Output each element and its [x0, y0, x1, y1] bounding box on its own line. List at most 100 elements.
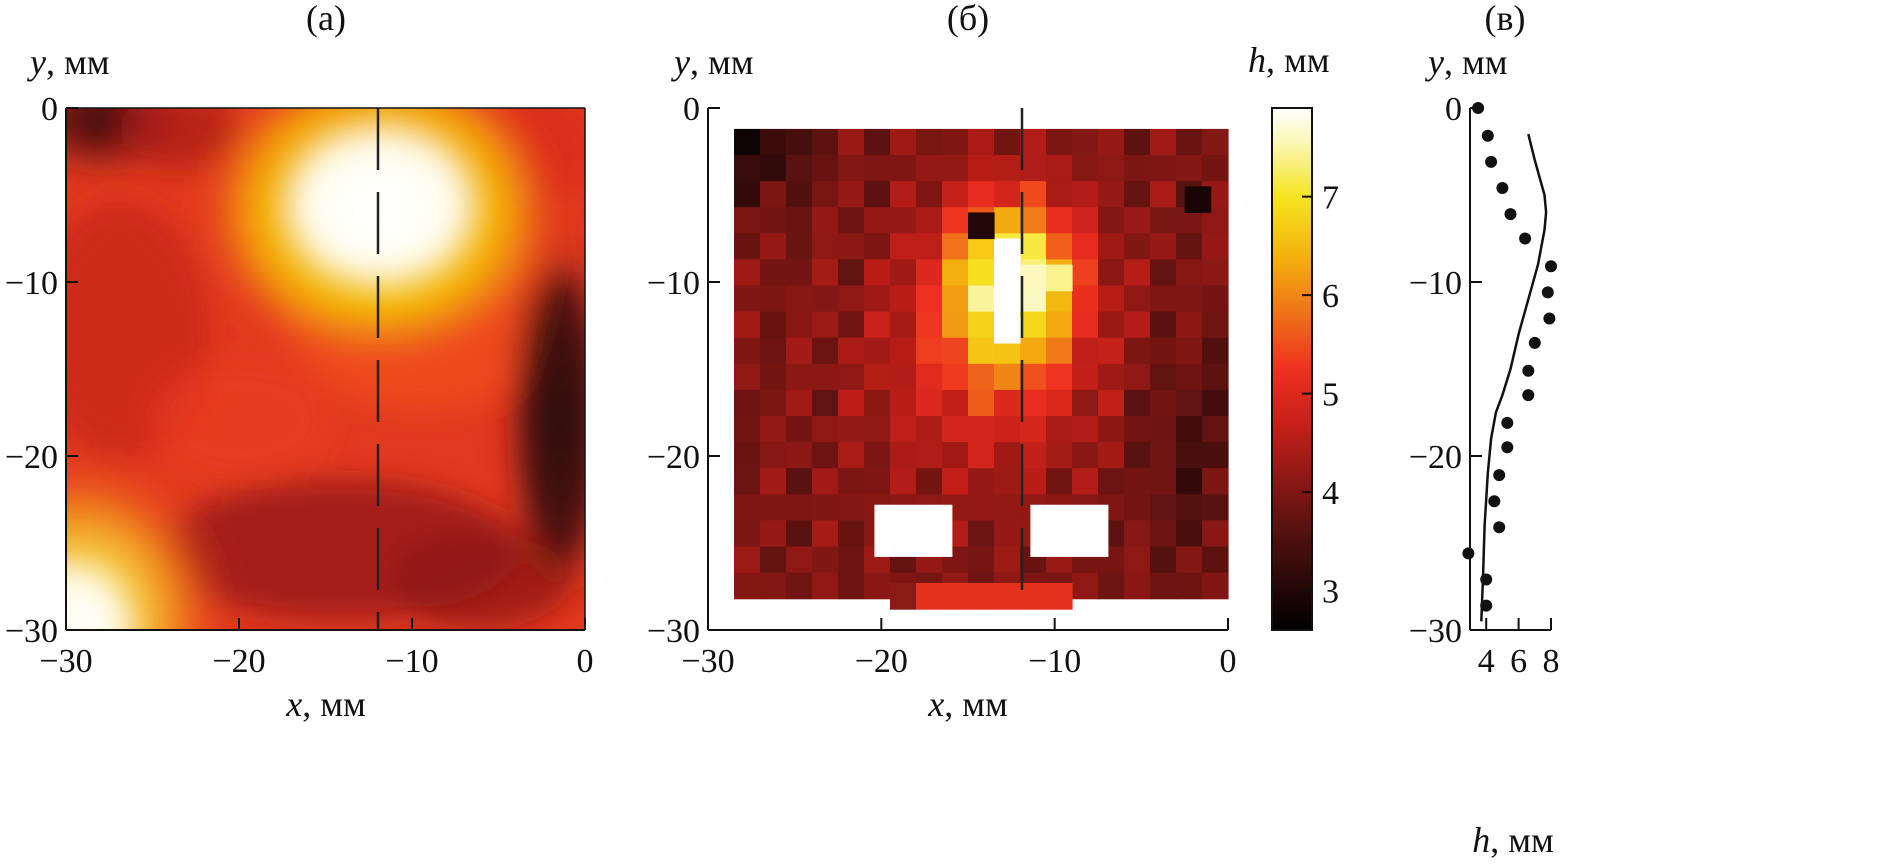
heatmap-cell [890, 389, 917, 417]
heatmap-cell [1176, 442, 1203, 469]
heatmap-cell [968, 546, 995, 574]
heatmap-cell [916, 181, 943, 208]
heatmap-cell [942, 207, 969, 234]
heatmap-cell [1202, 337, 1229, 365]
heatmap-cell [942, 311, 969, 339]
heatmap-cell [1020, 583, 1047, 610]
heatmap-cell [1098, 572, 1125, 600]
heatmap-cell [1098, 389, 1125, 417]
heatmap-cell [1202, 285, 1229, 313]
heatmap-cell [968, 494, 995, 521]
heatmap-cell [1098, 468, 1125, 495]
heatmap-cell [1098, 416, 1125, 443]
heatmap-cell [786, 233, 813, 260]
heatmap-cell [812, 416, 839, 443]
heatmap-cell [760, 468, 787, 495]
heatmap-cell [1020, 155, 1047, 182]
heatmap-cell [1124, 546, 1151, 574]
heatmap-cell [734, 572, 761, 600]
heatmap-cell [786, 311, 813, 339]
heatmap-cell [786, 572, 813, 600]
colorbar-ticks: 7 6 5 4 3 [1302, 180, 1339, 611]
colorbar-label: h, мм [1248, 40, 1330, 80]
heatmap-cell [812, 389, 839, 417]
heatmap-cell [1072, 337, 1099, 365]
heatmap-cell [942, 416, 969, 443]
x-tick-label: 8 [1543, 643, 1560, 680]
heatmap-cell [1072, 389, 1099, 417]
heatmap-cell [1150, 233, 1177, 260]
heatmap-cell [942, 363, 969, 391]
heatmap-cell [1046, 128, 1073, 156]
data-point [1462, 547, 1475, 560]
heatmap-cell [734, 363, 761, 391]
heatmap-cell [838, 337, 865, 365]
heatmap-cell [1124, 233, 1151, 260]
heatmap-cell [760, 416, 787, 443]
panel-c-axes: 0 −10 −20 −30 4 6 8 [1409, 91, 1560, 680]
heatmap-cell [1072, 442, 1099, 469]
data-point [1519, 232, 1532, 245]
heatmap-cell [1202, 546, 1229, 574]
heatmap-cell [1020, 264, 1047, 292]
heatmap-cell [968, 416, 995, 443]
y-tick-label: −10 [5, 265, 58, 302]
x-tick-label: 4 [1478, 643, 1495, 680]
heatmap-cell [1046, 264, 1073, 292]
heatmap-cell [1202, 311, 1229, 339]
heatmap-cell [838, 207, 865, 234]
heatmap-cell [916, 363, 943, 391]
heatmap-cell [994, 389, 1021, 417]
heatmap-cell [890, 468, 917, 495]
heatmap-cell [734, 128, 761, 156]
heatmap-cell [1176, 285, 1203, 313]
heatmap-cell [1072, 259, 1099, 287]
heatmap-cell [1202, 520, 1229, 548]
heatmap-cell [1124, 181, 1151, 208]
panel-a-heatmap [66, 108, 585, 630]
heatmap-cell [760, 337, 787, 365]
colorbar-tick-label: 3 [1322, 574, 1339, 611]
heatmap-cell [1150, 442, 1177, 469]
profile-line [1480, 133, 1548, 622]
heatmap-cell [864, 572, 891, 600]
heatmap-cell [734, 520, 761, 548]
heatmap-cell [812, 494, 839, 521]
heatmap-cell [942, 181, 969, 208]
heatmap-cell [994, 285, 1021, 313]
heatmap-cell [760, 207, 787, 234]
heatmap-cell [968, 128, 995, 156]
heatmap-cell [864, 416, 891, 443]
heatmap-cell [1046, 337, 1073, 365]
heatmap-cell [786, 155, 813, 182]
panel-b-axes: 0 −10 −20 −30−30 −20 −10 0 [647, 91, 1237, 680]
heatmap-cell [864, 128, 891, 156]
heatmap-cell [838, 468, 865, 495]
x-tick-label: −20 [212, 643, 265, 680]
heatmap-cell [838, 155, 865, 182]
heatmap-cell [890, 259, 917, 287]
heatmap-cell [1150, 572, 1177, 600]
heatmap-cell [1202, 155, 1229, 182]
heatmap-cell [760, 389, 787, 417]
heatmap-cell [942, 233, 969, 260]
heatmap-cell [1020, 416, 1047, 443]
heatmap-cell [890, 207, 917, 234]
heatmap-cell [786, 128, 813, 156]
panel-c-ylabel: y, мм [1425, 42, 1508, 82]
heatmap-cell [812, 128, 839, 156]
heatmap-cell [1176, 389, 1203, 417]
heatmap-cell [1176, 468, 1203, 495]
heatmap-cell [760, 311, 787, 339]
heatmap-cell [890, 128, 917, 156]
heatmap-cell [968, 212, 995, 240]
heatmap-cell [864, 363, 891, 391]
heatmap-cell [786, 389, 813, 417]
heatmap-cell [1072, 468, 1099, 495]
heatmap-cell [1202, 494, 1229, 521]
heatmap-cell [786, 285, 813, 313]
heatmap-cell [1150, 259, 1177, 287]
heatmap-cell [734, 494, 761, 521]
heatmap-cell [1098, 337, 1125, 365]
heatmap-cell [916, 285, 943, 313]
